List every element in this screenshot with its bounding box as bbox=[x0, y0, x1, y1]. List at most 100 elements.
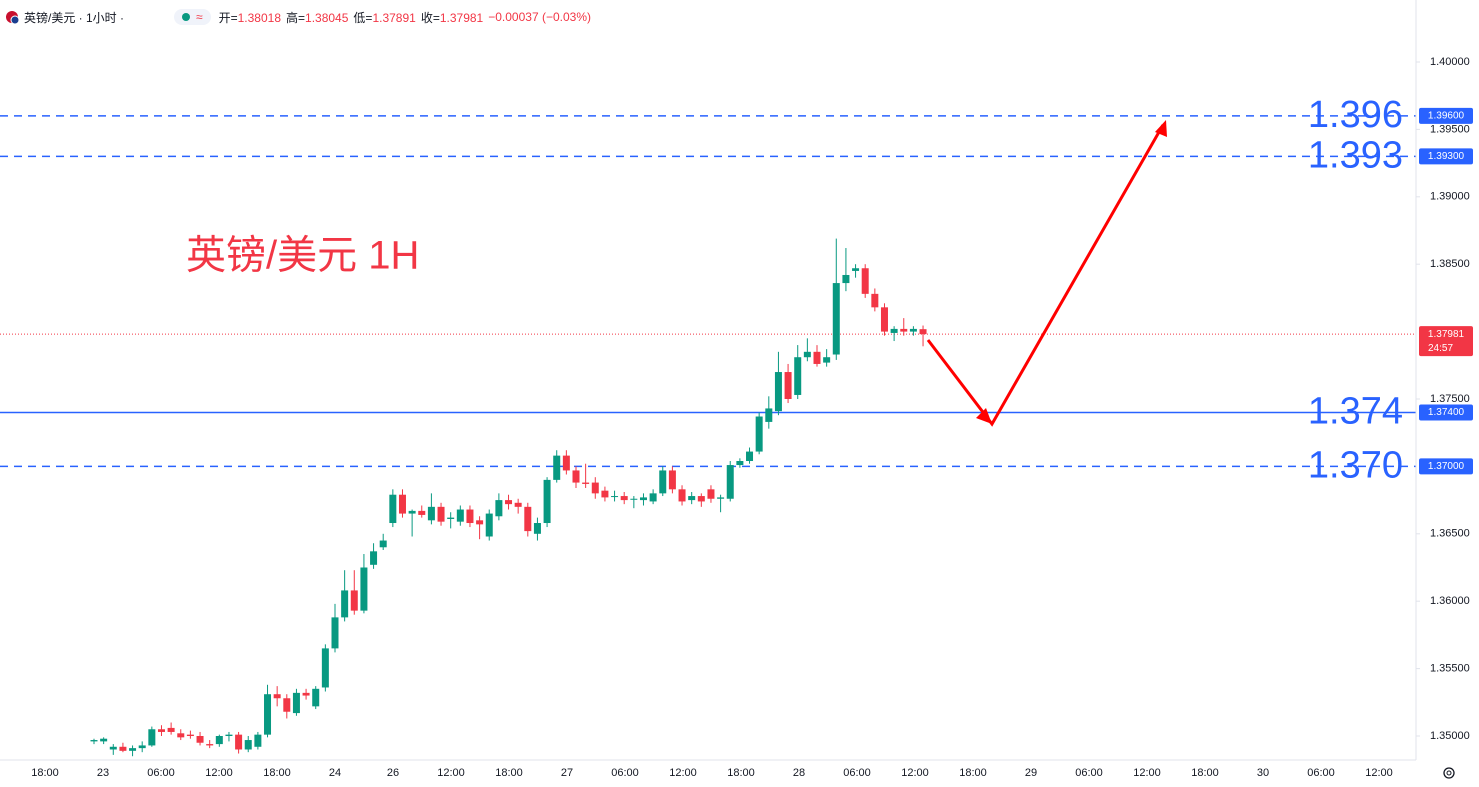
y-tick-label: 1.35500 bbox=[1430, 663, 1470, 675]
candle-body bbox=[765, 408, 773, 422]
candle-body bbox=[803, 351, 811, 358]
y-tick-label: 1.40000 bbox=[1430, 56, 1470, 68]
x-tick-label: 24 bbox=[329, 767, 341, 779]
candle-body bbox=[649, 493, 657, 502]
level-label: 1.393 bbox=[1308, 134, 1403, 176]
candle-body bbox=[582, 482, 590, 484]
candle-body bbox=[206, 744, 214, 746]
y-tick-label: 1.39000 bbox=[1430, 191, 1470, 203]
candle-body bbox=[678, 489, 686, 502]
x-tick-label: 06:00 bbox=[843, 767, 871, 779]
candle-body bbox=[668, 470, 676, 490]
x-tick-label: 18:00 bbox=[263, 767, 291, 779]
candle-body bbox=[688, 496, 696, 501]
candle-body bbox=[861, 268, 869, 294]
candle-body bbox=[919, 329, 927, 335]
candle-body bbox=[302, 692, 310, 696]
candle-body bbox=[119, 746, 127, 751]
candle-body bbox=[129, 748, 137, 751]
countdown: 24:57 bbox=[1428, 343, 1453, 354]
candle-body bbox=[398, 494, 406, 514]
candle-body bbox=[321, 648, 329, 688]
level-tag-label: 1.39300 bbox=[1428, 151, 1465, 162]
ohlc-value: 1.37891 bbox=[372, 10, 416, 25]
candle-body bbox=[659, 470, 667, 494]
candle-body bbox=[726, 465, 734, 499]
candle-body bbox=[244, 740, 252, 750]
candle-body bbox=[900, 328, 908, 332]
change: −0.00037 (−0.03%) bbox=[488, 10, 591, 24]
candle-body bbox=[418, 510, 426, 515]
candle-body bbox=[476, 520, 484, 525]
candle-body bbox=[138, 745, 146, 749]
level-tag bbox=[1419, 458, 1473, 475]
candle-body bbox=[707, 489, 715, 499]
candle-body bbox=[611, 496, 619, 498]
candle-body bbox=[774, 372, 782, 412]
last-price-label: 1.37981 bbox=[1428, 329, 1465, 340]
candle-body bbox=[447, 517, 455, 519]
ohlc-value: 1.38018 bbox=[237, 10, 282, 25]
candle-body bbox=[639, 497, 647, 501]
candle-body bbox=[832, 283, 840, 355]
candle-body bbox=[379, 540, 387, 548]
candle-body bbox=[456, 509, 464, 522]
x-tick-label: 12:00 bbox=[1365, 767, 1393, 779]
ohlc-values: 开=1.38018 高=1.38045 低=1.37891 收=1.37981 bbox=[219, 9, 489, 26]
candle-body bbox=[341, 590, 349, 618]
x-tick-label: 29 bbox=[1025, 767, 1037, 779]
candle-body bbox=[794, 357, 802, 395]
arrow-head bbox=[1155, 120, 1167, 137]
x-tick-label: 12:00 bbox=[669, 767, 697, 779]
candle-body bbox=[312, 688, 320, 707]
candle-body bbox=[591, 482, 599, 494]
candle-body bbox=[427, 506, 435, 521]
candle-body bbox=[331, 617, 339, 649]
candle-body bbox=[823, 357, 831, 363]
x-tick-label: 26 bbox=[387, 767, 399, 779]
ohlc-label: 高= bbox=[286, 10, 306, 25]
forecast-arrow bbox=[926, 124, 1165, 427]
candle-body bbox=[90, 740, 98, 742]
last-price-tag bbox=[1419, 326, 1473, 357]
level-tag bbox=[1419, 148, 1473, 165]
x-tick-label: 12:00 bbox=[1133, 767, 1161, 779]
candle-body bbox=[755, 416, 763, 452]
candle-body bbox=[842, 274, 850, 284]
candle-body bbox=[562, 455, 570, 471]
candle-body bbox=[466, 509, 474, 524]
candle-body bbox=[350, 590, 358, 611]
symbol: 英镑/美元 · 1小时 · bbox=[24, 10, 125, 25]
x-tick-label: 12:00 bbox=[205, 767, 233, 779]
x-tick-label: 12:00 bbox=[437, 767, 465, 779]
x-tick-label: 06:00 bbox=[611, 767, 639, 779]
ohlc-value: 1.38045 bbox=[305, 10, 349, 25]
candle-body bbox=[630, 498, 638, 500]
candle-body bbox=[697, 496, 705, 502]
x-tick-label: 18:00 bbox=[959, 767, 987, 779]
candle-body bbox=[601, 490, 609, 498]
x-tick-label: 18:00 bbox=[31, 767, 59, 779]
candle-body bbox=[514, 502, 522, 507]
candle-body bbox=[109, 746, 117, 750]
status-pill[interactable]: ≈ bbox=[174, 9, 211, 25]
y-tick-label: 1.39500 bbox=[1430, 123, 1470, 135]
candle-body bbox=[408, 510, 416, 514]
candle-body bbox=[533, 523, 541, 534]
settings-icon[interactable] bbox=[1443, 767, 1455, 779]
level-tag-label: 1.39600 bbox=[1428, 111, 1465, 122]
candle-body bbox=[505, 500, 513, 505]
level-tag-label: 1.37400 bbox=[1428, 407, 1465, 418]
candle-body bbox=[148, 729, 156, 746]
ohlc-label: 开= bbox=[218, 10, 238, 25]
candle-body bbox=[235, 734, 243, 750]
candle-body bbox=[871, 293, 879, 308]
candle-body bbox=[360, 567, 368, 611]
candle-body bbox=[880, 307, 888, 332]
candle-body bbox=[264, 694, 272, 735]
ohlc-label: 低= bbox=[353, 10, 373, 25]
level-label: 1.374 bbox=[1308, 391, 1403, 433]
chart-annotation: 英镑/美元 1H bbox=[186, 234, 419, 278]
candle-body bbox=[784, 372, 792, 399]
